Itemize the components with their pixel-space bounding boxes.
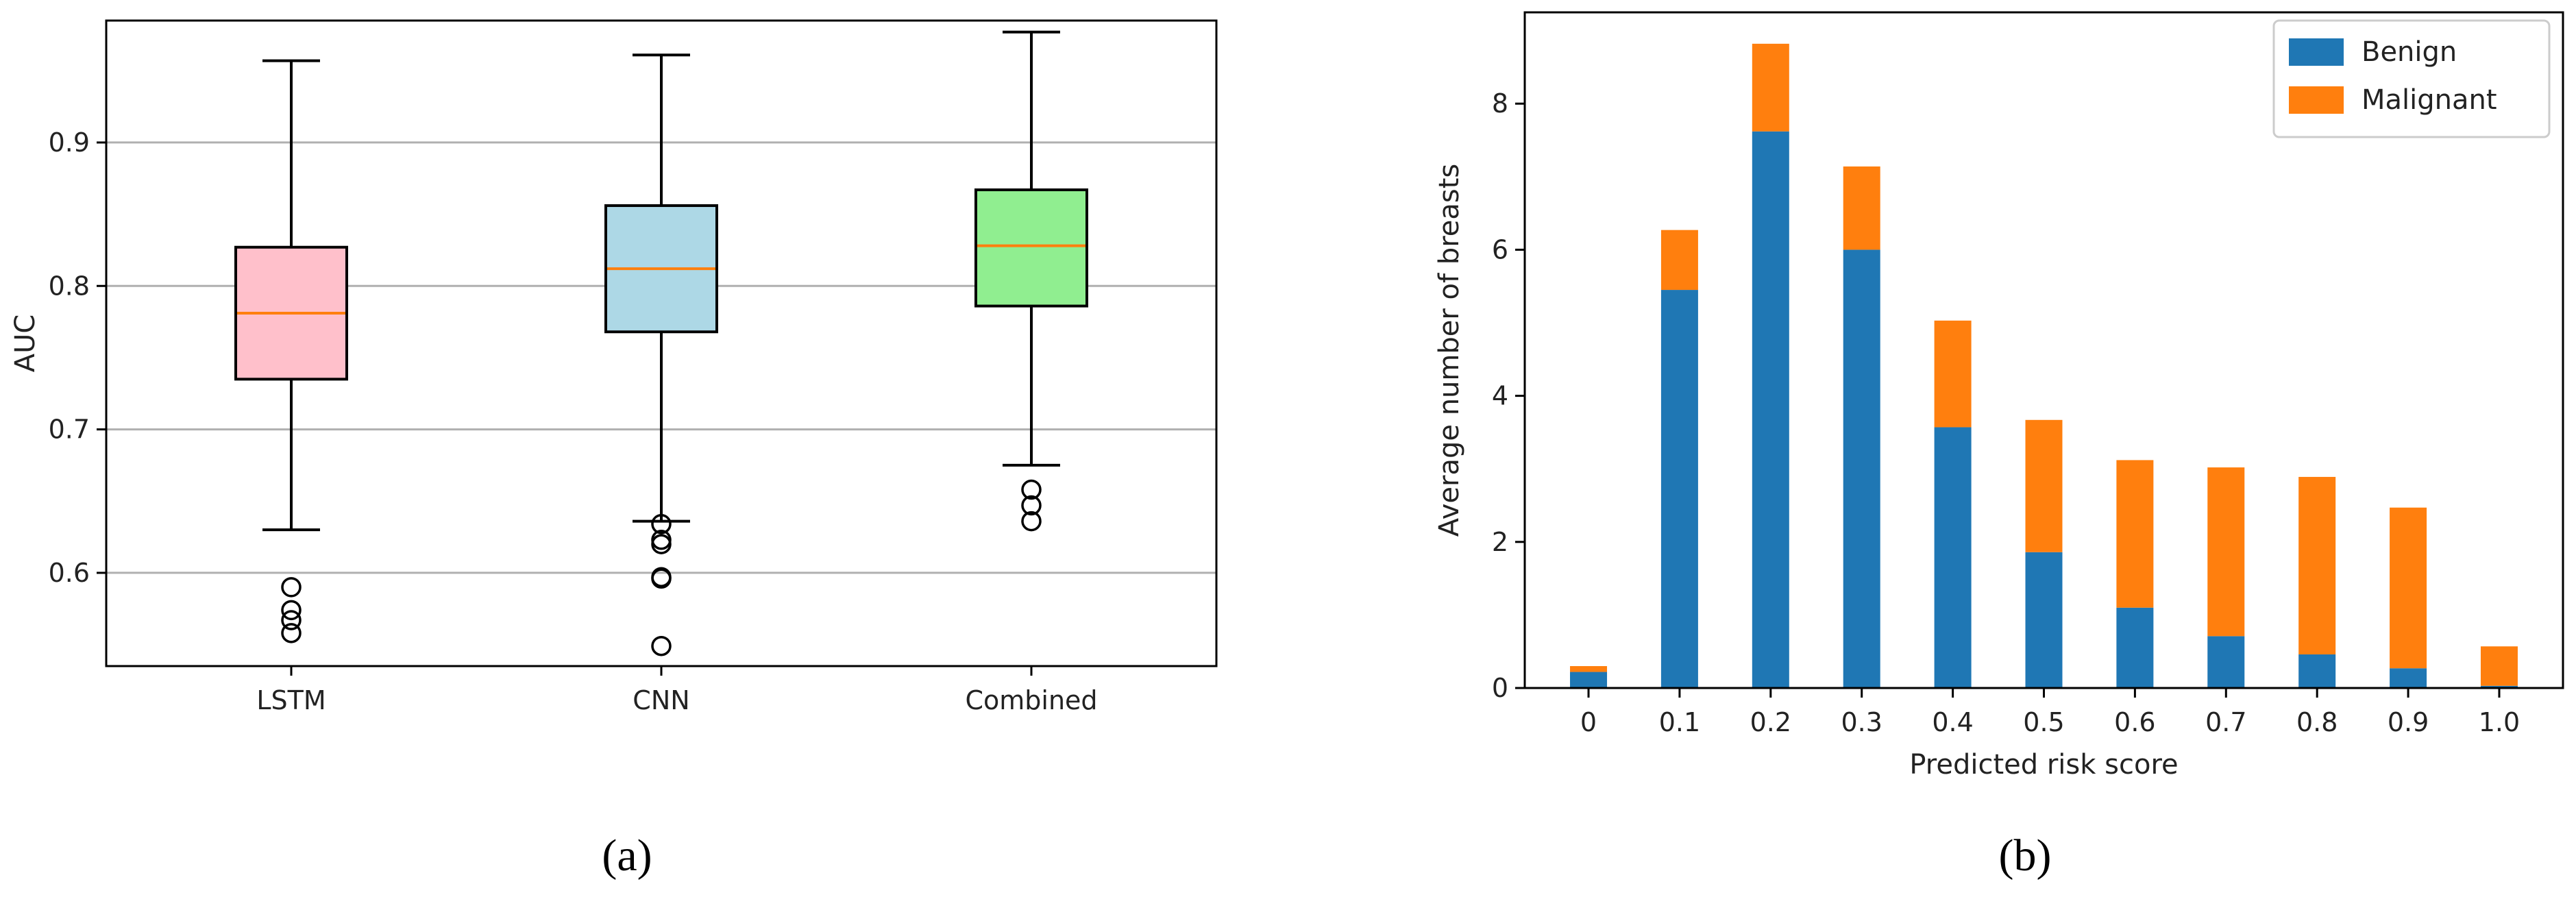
b-x-tick-label: 0.4 bbox=[1932, 707, 1973, 737]
bar-benign bbox=[1843, 249, 1880, 688]
bar-benign bbox=[2298, 654, 2336, 688]
bar-benign bbox=[1934, 427, 1972, 688]
legend-swatch-malignant bbox=[2289, 86, 2344, 114]
outlier-point bbox=[1021, 495, 1042, 516]
legend-label-malignant: Malignant bbox=[2362, 84, 2497, 116]
bar-malignant bbox=[2480, 646, 2518, 686]
bar-malignant bbox=[2116, 460, 2154, 608]
b-y-axis-label: Average number of breasts bbox=[1434, 164, 1465, 537]
bar-malignant bbox=[1570, 666, 1608, 672]
b-x-tick-label: 0.5 bbox=[2023, 707, 2064, 737]
bar-malignant bbox=[1752, 43, 1789, 132]
legend-label-benign: Benign bbox=[2362, 36, 2457, 68]
bar-malignant bbox=[2390, 507, 2427, 669]
bar-malignant bbox=[1934, 320, 1972, 428]
a-y-axis-label: AUC bbox=[10, 315, 41, 373]
bar-benign bbox=[1660, 290, 1698, 688]
b-y-tick-label: 0 bbox=[1492, 673, 1508, 703]
bar-malignant bbox=[2207, 467, 2245, 637]
outlier-point bbox=[281, 610, 302, 630]
b-x-tick-label: 0 bbox=[1580, 707, 1597, 737]
bar-benign bbox=[2025, 552, 2063, 688]
b-y-tick-label: 8 bbox=[1492, 88, 1508, 119]
bar-malignant bbox=[2025, 419, 2063, 552]
outlier-point bbox=[651, 514, 672, 535]
outlier-point bbox=[651, 635, 672, 656]
b-x-axis-label: Predicted risk score bbox=[1909, 749, 2178, 781]
a-x-tick-label: CNN bbox=[633, 685, 689, 715]
a-x-tick-label: LSTM bbox=[256, 685, 326, 715]
a-boxes bbox=[234, 30, 1088, 656]
a-x-tick-label: Combined bbox=[965, 685, 1097, 715]
outlier-point bbox=[281, 600, 302, 621]
panel-label-a: (a) bbox=[602, 831, 652, 881]
b-x-tick-label: 0.7 bbox=[2205, 707, 2246, 737]
legend-swatch-benign bbox=[2289, 38, 2344, 66]
b-y-tick-label: 2 bbox=[1492, 527, 1508, 557]
bar-benign bbox=[1752, 131, 1789, 688]
a-y-tick-label: 0.8 bbox=[49, 271, 90, 301]
b-x-tick-label: 0.1 bbox=[1659, 707, 1700, 737]
a-y-tick-label: 0.7 bbox=[49, 415, 90, 445]
b-x-tick-label: 0.2 bbox=[1750, 707, 1791, 737]
outlier-point bbox=[651, 534, 672, 554]
b-y-ticks: 0 2 4 6 8 bbox=[1492, 88, 1525, 703]
b-x-tick-label: 0.8 bbox=[2296, 707, 2338, 737]
b-x-tick-label: 0.6 bbox=[2114, 707, 2155, 737]
a-x-ticks: LSTM CNN Combined bbox=[256, 666, 1098, 715]
outlier-point bbox=[1021, 511, 1042, 532]
a-y-ticks: 0.6 0.7 0.8 0.9 bbox=[49, 127, 106, 588]
box-combined bbox=[974, 30, 1088, 532]
b-x-tick-label: 0.9 bbox=[2388, 707, 2429, 737]
outlier-point bbox=[281, 623, 302, 643]
panel-b-stacked-bar: 0 2 4 6 8 0 0.1 0.2 0.3 0.4 0.5 0.6 0.7 0.8 0.9 1.0 Av… bbox=[1434, 11, 2564, 781]
panel-label-b: (b) bbox=[1999, 831, 2052, 881]
bar-malignant bbox=[1843, 166, 1880, 250]
a-y-tick-label: 0.9 bbox=[49, 127, 90, 158]
bar-malignant bbox=[1660, 230, 1698, 291]
box-cnn bbox=[604, 53, 718, 656]
a-y-tick-label: 0.6 bbox=[49, 558, 90, 588]
b-y-tick-label: 4 bbox=[1492, 381, 1508, 411]
b-x-ticks: 0 0.1 0.2 0.3 0.4 0.5 0.6 0.7 0.8 0.9 1.0 bbox=[1580, 688, 2520, 737]
bar-benign bbox=[1570, 672, 1608, 688]
box-lstm bbox=[234, 59, 348, 643]
b-y-tick-label: 6 bbox=[1492, 234, 1508, 265]
b-x-tick-label: 0.3 bbox=[1841, 707, 1882, 737]
b-legend: Benign Malignant bbox=[2272, 19, 2551, 138]
outlier-point bbox=[281, 577, 302, 598]
b-bars bbox=[1570, 43, 2518, 688]
outlier-point bbox=[651, 568, 672, 589]
bar-benign bbox=[2207, 636, 2245, 688]
bar-benign bbox=[2390, 668, 2427, 688]
iqr-box bbox=[974, 188, 1088, 308]
bar-benign bbox=[2480, 685, 2518, 688]
b-x-tick-label: 1.0 bbox=[2479, 707, 2520, 737]
panel-a-boxplot: 0.6 0.7 0.8 0.9 LSTM CNN Combined AUC bbox=[10, 19, 1218, 715]
bar-benign bbox=[2116, 607, 2154, 688]
bar-malignant bbox=[2298, 476, 2336, 654]
outlier-point bbox=[1021, 479, 1042, 500]
